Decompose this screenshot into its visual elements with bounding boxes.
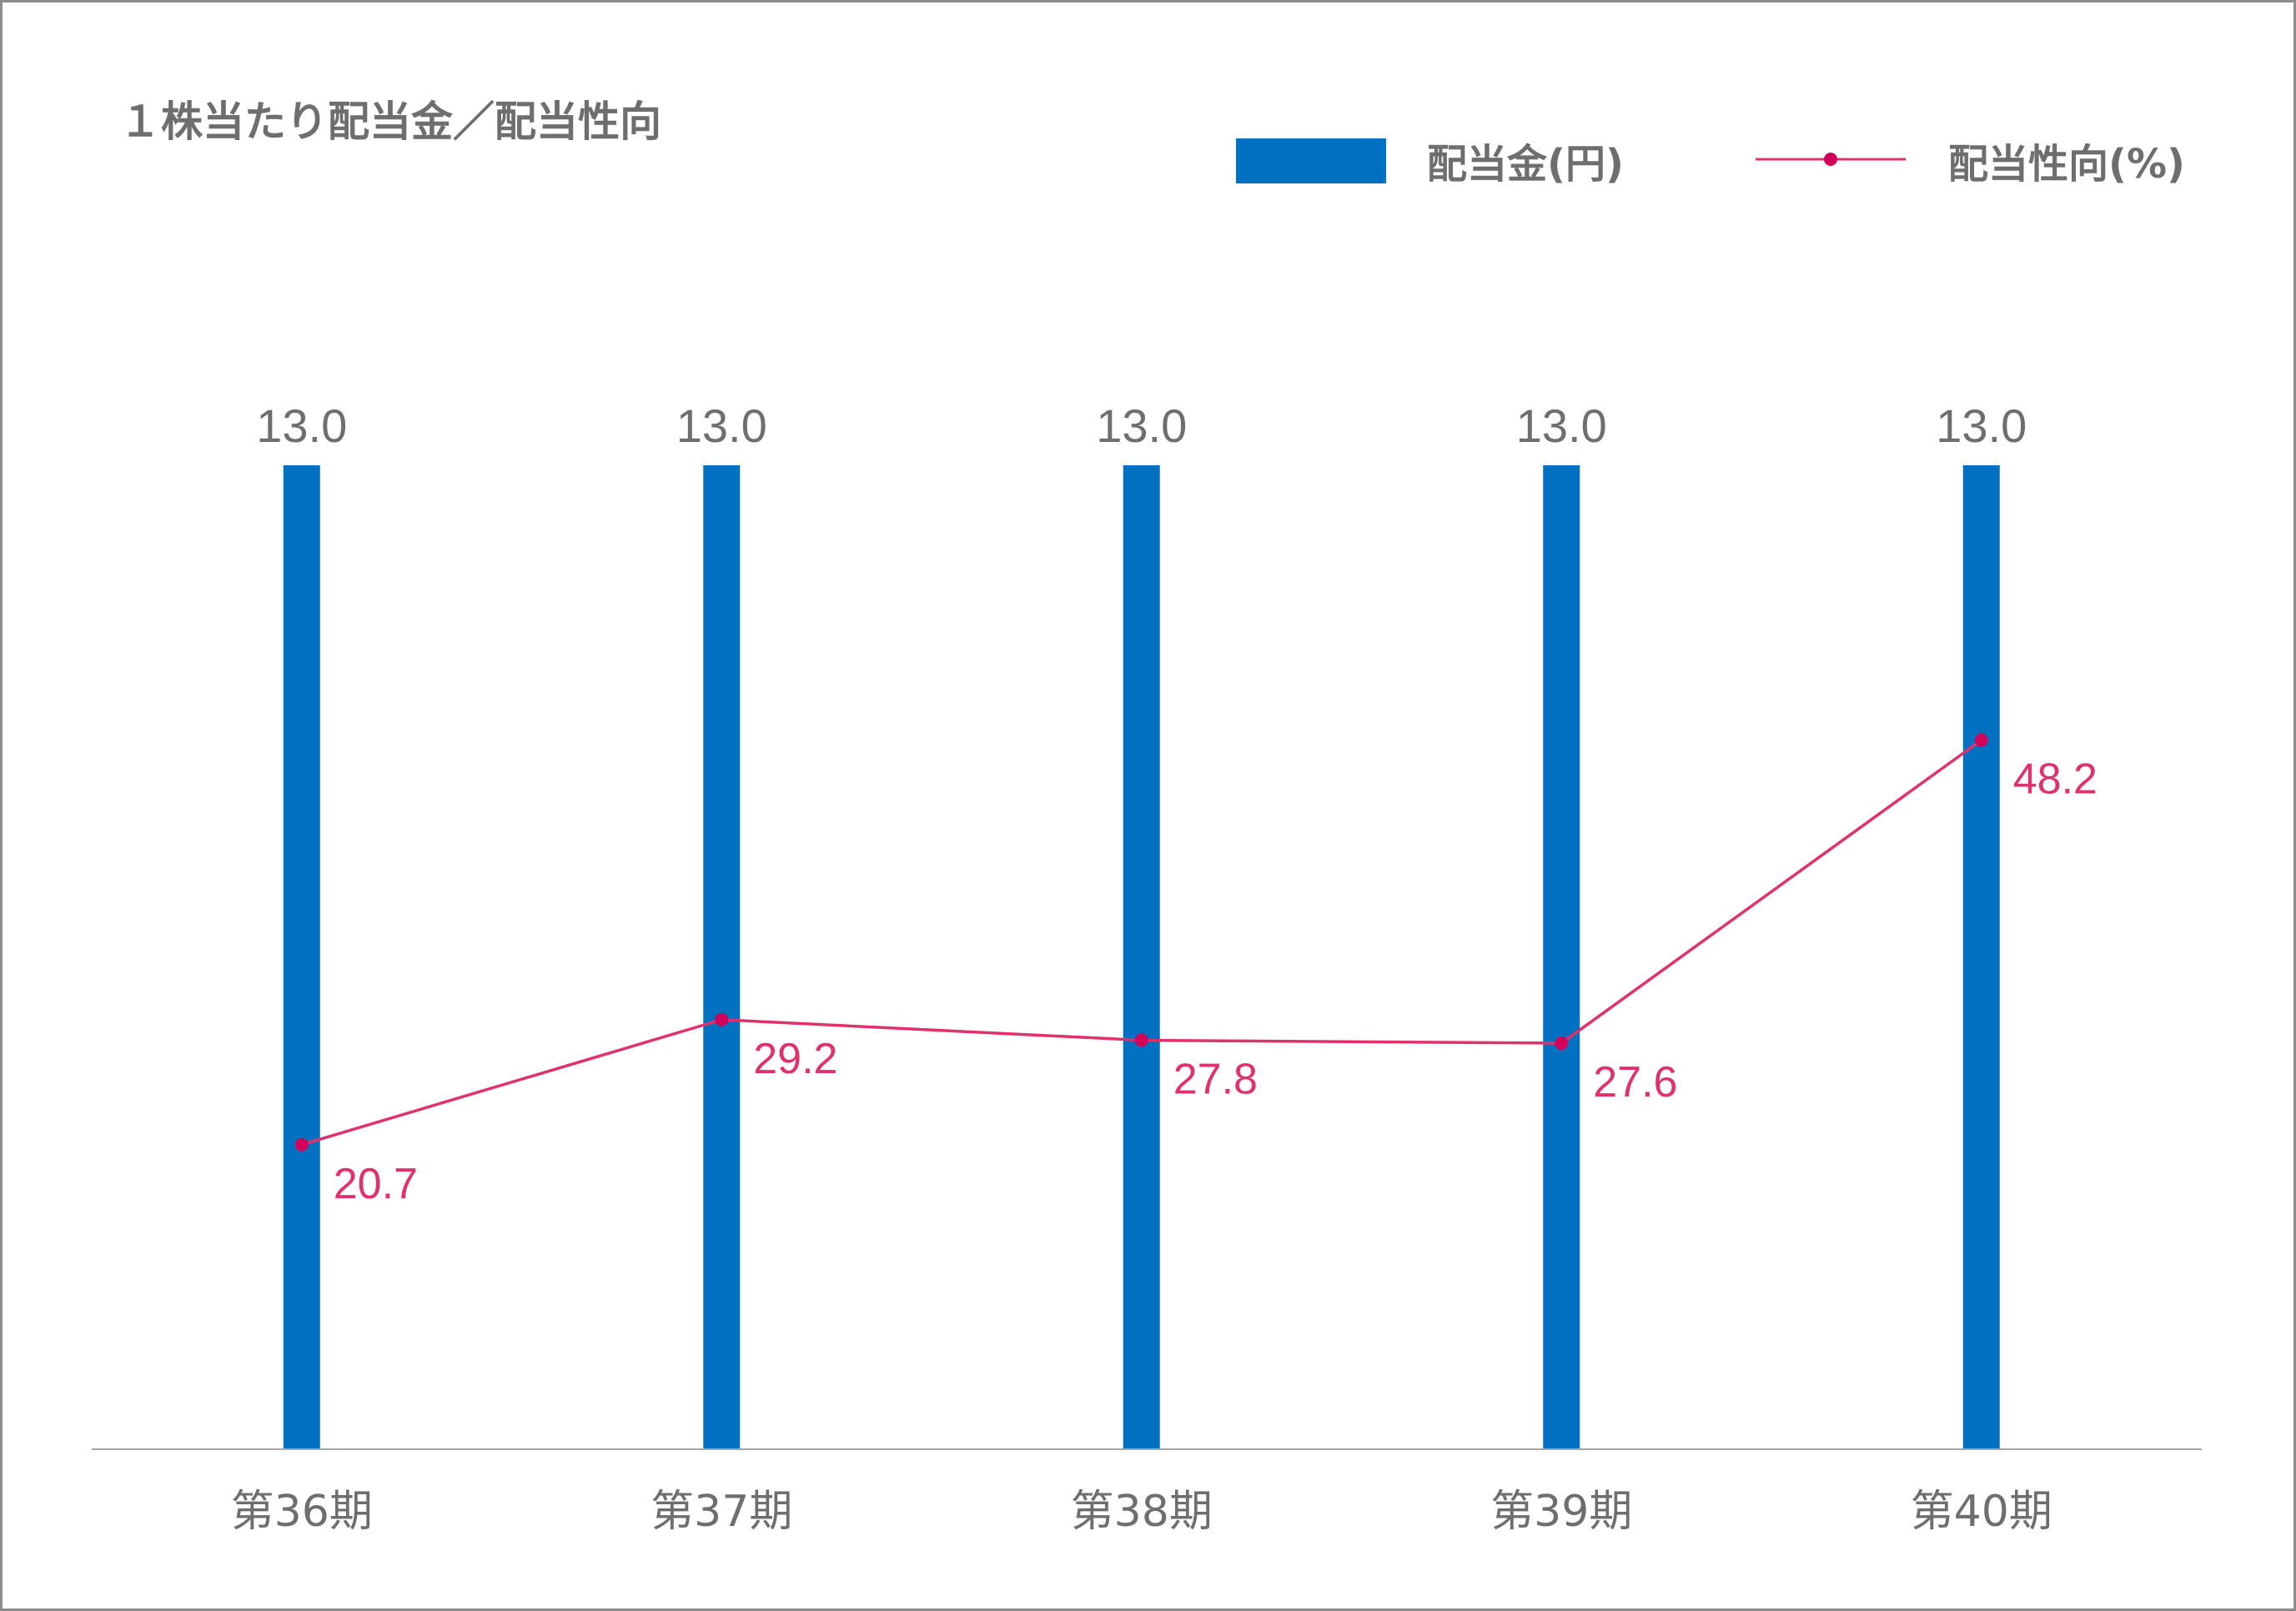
ratio-value-label: 20.7 [334,1160,418,1208]
ratio-value-label: 29.2 [753,1035,837,1083]
category-label: 第36期 [231,1487,373,1537]
bar-value-label: 13.0 [256,399,347,452]
legend-line-label: 配当性向(%) [1948,141,2185,188]
bar [1962,465,2000,1449]
ratio-marker [715,1012,729,1026]
legend: 配当金(円) 配当性向(%) [1236,138,2185,188]
category-label: 第39期 [1490,1487,1632,1537]
category-label: 第40期 [1911,1487,2052,1537]
ratio-marker [1134,1033,1148,1047]
category-label: 第37期 [651,1487,792,1537]
bar-series [283,465,2000,1449]
legend-line-marker [1824,153,1837,166]
category-labels: 第36期 第37期 第38期 第39期 第40期 [231,1487,2052,1537]
bar [703,465,741,1449]
bar-value-label: 13.0 [1096,399,1187,452]
ratio-marker [1974,733,1988,747]
bar-value-labels: 13.0 13.0 13.0 13.0 13.0 [256,399,2027,452]
dividend-chart: １株当たり配当金／配当性向 配当金(円) 配当性向(%) 13.0 13.0 13.… [92,98,2202,1537]
legend-bar-label: 配当金(円) [1427,141,1624,188]
ratio-value-label: 27.6 [1593,1058,1677,1107]
ratio-marker [1555,1036,1569,1051]
bar-value-label: 13.0 [676,399,767,452]
bar [283,465,320,1449]
bar-value-label: 13.0 [1516,399,1607,452]
bar-value-label: 13.0 [1936,399,2027,452]
ratio-value-label: 48.2 [2013,755,2098,804]
category-label: 第38期 [1071,1487,1213,1537]
bar [1123,465,1160,1449]
bar [1543,465,1580,1449]
legend-bar-swatch [1236,138,1386,183]
ratio-markers [294,733,1988,1152]
ratio-value-label: 27.8 [1173,1056,1258,1104]
chart-title: １株当たり配当金／配当性向 [119,98,661,146]
ratio-marker [294,1137,309,1152]
ratio-value-labels: 20.7 29.2 27.8 27.6 48.2 [334,755,2098,1208]
